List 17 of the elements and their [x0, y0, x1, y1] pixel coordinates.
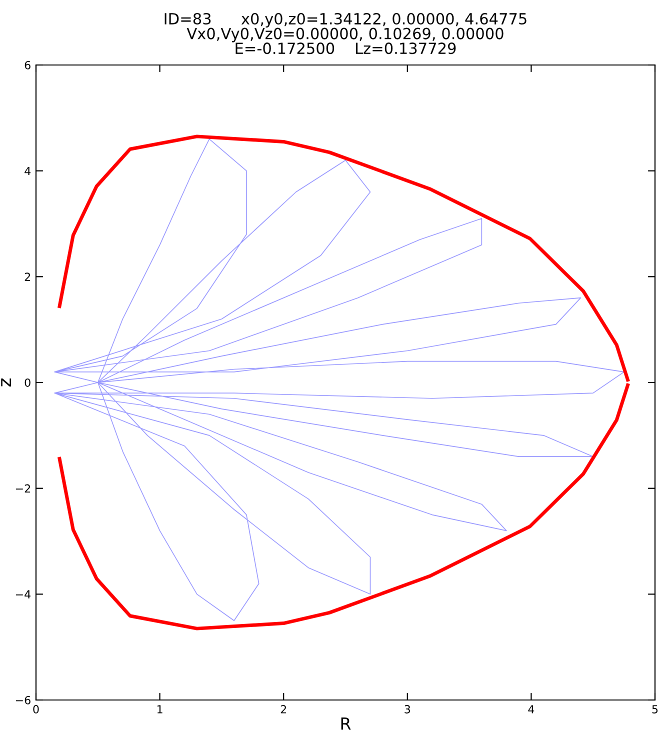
- x-tick-label: 0: [33, 705, 39, 714]
- x-tick-label: 2: [280, 705, 286, 714]
- y-tick-label: 0: [24, 378, 30, 387]
- y-tick-label: −4: [16, 590, 31, 598]
- x-tick-label: 1: [157, 705, 162, 714]
- y-axis-title: z: [1, 378, 12, 386]
- x-tick-label: 3: [404, 705, 410, 714]
- y-tick-label: 6: [24, 60, 30, 70]
- x-tick-label: 5: [652, 705, 658, 714]
- x-tick-label: 4: [528, 705, 534, 714]
- y-tick-label: −2: [16, 484, 30, 493]
- line-series: [54, 138, 624, 622]
- y-tick-label: −6: [16, 696, 30, 704]
- chart-title: ID=83 x0,y0,z0=1.34122, 0.00000, 4.64775 Vx0,Vy0,Vz0=0.00000, 0.10269, 0.00000 E=-0.172500 Lz=0.137729: [164, 12, 526, 54]
- y-tick-label: 4: [24, 166, 31, 176]
- x-axis-title: R: [341, 718, 351, 730]
- y-tick-label: 2: [24, 272, 30, 281]
